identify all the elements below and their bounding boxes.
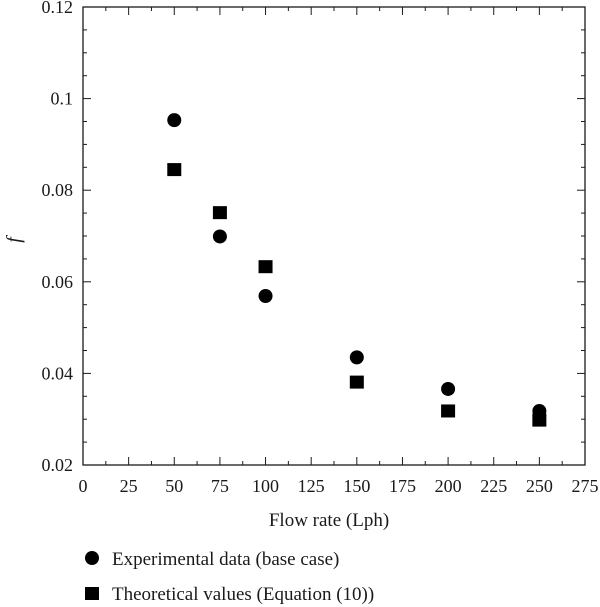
x-tick-label: 225	[480, 476, 507, 496]
theoretical-point	[441, 404, 456, 418]
theoretical-point	[212, 206, 227, 220]
x-tick-label: 50	[165, 476, 183, 496]
legend-marker-experimental	[85, 551, 99, 565]
major-ticks	[82, 6, 586, 466]
legend-marker-theoretical	[85, 587, 99, 600]
y-tick-label: 0.1	[51, 89, 74, 109]
plot-frame	[82, 6, 586, 466]
theoretical-point	[532, 413, 547, 427]
y-tick-label: 0.02	[42, 455, 74, 475]
theoretical-point	[349, 375, 364, 389]
y-axis-title: f	[3, 235, 25, 243]
x-tick-label: 75	[211, 476, 229, 496]
theoretical-point	[167, 163, 182, 177]
legend-label-experimental: Experimental data (base case)	[112, 549, 339, 570]
y-tick-labels: 0.02 0.04 0.06 0.08 0.1 0.12	[42, 0, 74, 475]
x-tick-label: 200	[435, 476, 462, 496]
legend-label-theoretical: Theoretical values (Equation (10))	[112, 584, 374, 605]
minor-ticks	[83, 7, 585, 465]
y-tick-label: 0.04	[42, 363, 74, 383]
x-tick-labels: 0 25 50 75 100 125 150 175 200 225 250 275	[79, 476, 599, 496]
x-tick-label: 0	[79, 476, 88, 496]
x-tick-label: 100	[252, 476, 279, 496]
data-points	[167, 113, 547, 427]
y-tick-label: 0.08	[42, 180, 74, 200]
y-tick-label: 0.12	[42, 0, 74, 17]
experimental-point	[167, 113, 182, 128]
x-tick-label: 250	[526, 476, 553, 496]
plot-area	[82, 6, 586, 466]
x-tick-label: 175	[389, 476, 416, 496]
x-tick-label: 125	[298, 476, 325, 496]
y-tick-label: 0.06	[42, 272, 74, 292]
x-tick-label: 25	[120, 476, 138, 496]
experimental-point	[441, 381, 456, 396]
x-tick-label: 150	[343, 476, 370, 496]
theoretical-point	[258, 260, 273, 274]
legend: Experimental data (base case) Theoretica…	[85, 549, 374, 605]
x-tick-label: 275	[572, 476, 599, 496]
experimental-point	[212, 229, 227, 244]
x-axis-title: Flow rate (Lph)	[269, 510, 389, 531]
experimental-point	[349, 350, 364, 365]
experimental-point	[258, 288, 273, 303]
